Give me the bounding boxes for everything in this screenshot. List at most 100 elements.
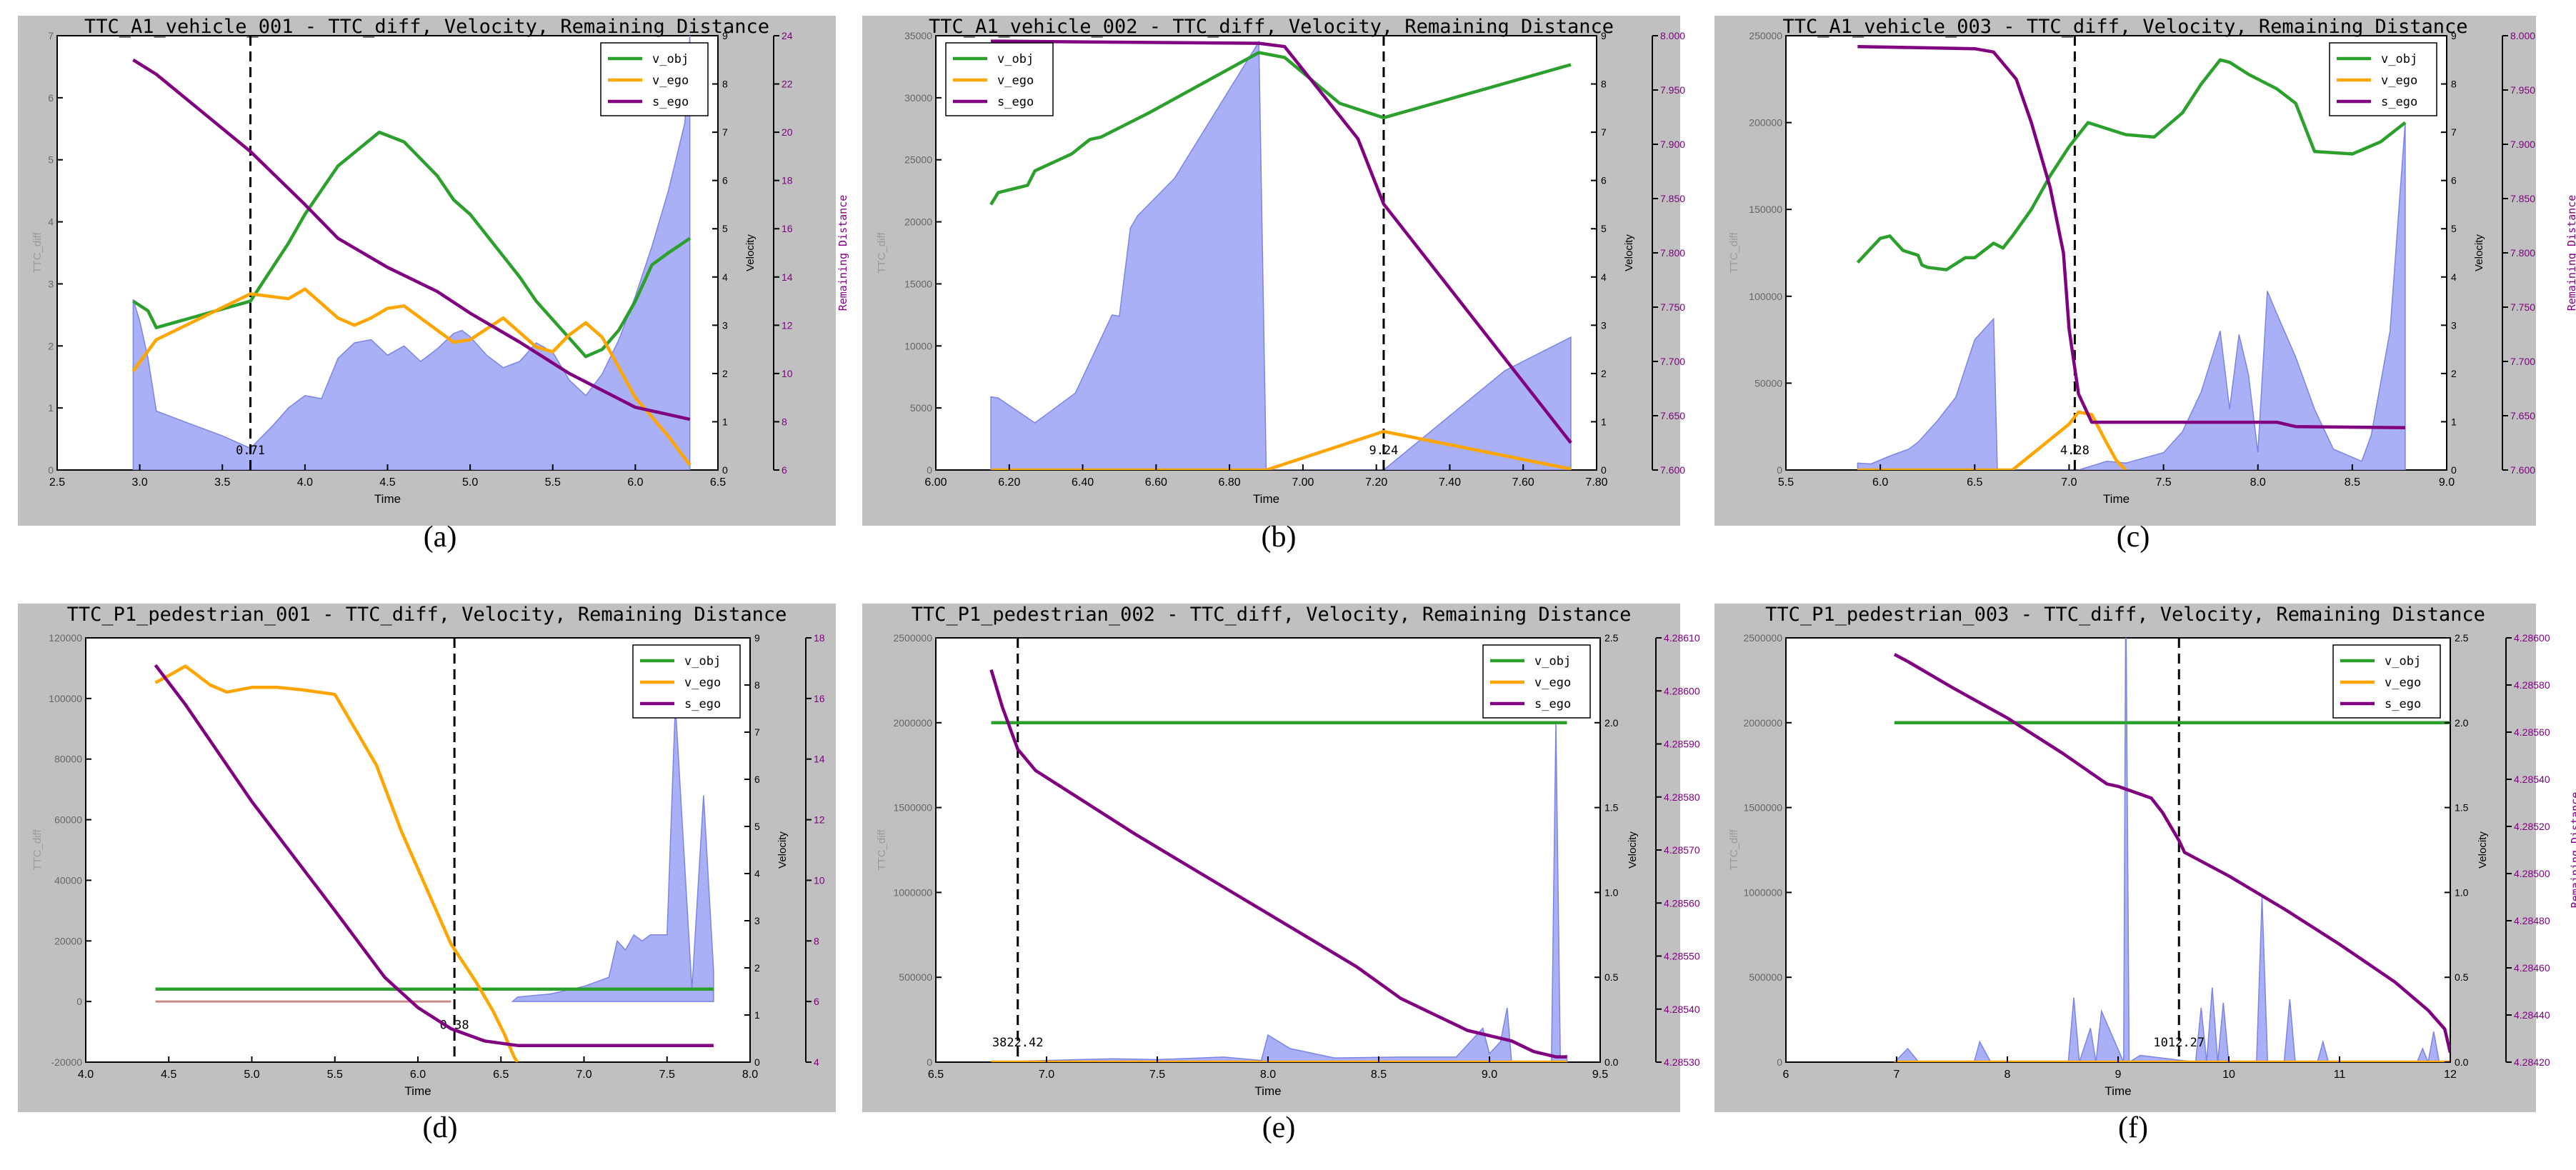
series-s-ego-e — [989, 669, 1567, 1059]
velocity-tick-label-a: 9 — [722, 30, 728, 41]
velocity-tick-label-e: 1.5 — [1604, 802, 1619, 814]
y-tick-label-b: 0 — [927, 464, 932, 476]
legend-label-v-obj-a: v_obj — [652, 52, 689, 66]
legend-label-v-obj-d: v_obj — [684, 654, 721, 669]
remaining-distance-tick-label-f: 4.28420 — [2514, 1056, 2550, 1068]
y-tick-label-b: 15000 — [904, 278, 932, 289]
series-s-ego-b — [991, 39, 1572, 444]
velocity-axis-label-f: Velocity — [2477, 831, 2489, 869]
legend-label-v-ego-e: v_ego — [1534, 676, 1571, 690]
velocity-tick-label-c: 3 — [2451, 319, 2457, 331]
remaining-distance-tick-label-a: 22 — [782, 79, 793, 90]
remaining-distance-axis-label-c: Remaining Distance — [2565, 195, 2576, 311]
y-tick-label-c: 100000 — [1749, 291, 1782, 302]
remaining-distance-tick-label-e: 4.28560 — [1664, 897, 1700, 909]
x-tick-label-e: 7.5 — [1149, 1069, 1165, 1081]
legend-e: v_obj v_ego s_ego — [1482, 644, 1591, 719]
y-axis-label-c: TTC_diff — [1728, 232, 1740, 274]
x-tick-label-d: 6.0 — [410, 1069, 426, 1081]
x-tick-label-c: 8.0 — [2250, 476, 2266, 489]
series-v-obj-c — [1856, 58, 2407, 271]
x-axis-label-e: Time — [1254, 1084, 1281, 1098]
x-tick-label-d: 7.0 — [576, 1069, 591, 1081]
caption-d: (d) — [422, 1111, 458, 1144]
velocity-tick-label-c: 8 — [2451, 79, 2457, 90]
velocity-tick-label-c: 5 — [2451, 223, 2457, 234]
x-tick-label-d: 8.0 — [742, 1069, 758, 1081]
x-tick-label-e: 7.0 — [1039, 1069, 1054, 1081]
x-tick-label-a: 2.5 — [49, 476, 65, 489]
remaining-distance-tick-label-c: 8.000 — [2510, 30, 2535, 41]
velocity-tick-label-c: 0 — [2451, 464, 2457, 476]
y-tick-label-e: 2500000 — [893, 632, 932, 644]
x-tick-label-c: 7.5 — [2155, 476, 2171, 489]
velocity-tick-label-b: 6 — [1601, 175, 1607, 186]
velocity-tick-label-c: 4 — [2451, 271, 2457, 283]
remaining-distance-tick-label-d: 12 — [814, 814, 825, 826]
y-tick-label-c: 150000 — [1749, 204, 1782, 215]
x-tick-label-b: 6.20 — [998, 476, 1020, 489]
remaining-distance-tick-label-c: 7.650 — [2510, 410, 2535, 421]
legend-label-v-obj-e: v_obj — [1534, 654, 1571, 669]
y-tick-label-d: 120000 — [49, 632, 82, 644]
velocity-axis-label-e: Velocity — [1627, 831, 1639, 869]
y-tick-label-f: 2000000 — [1743, 717, 1782, 729]
chart-2: TTC_A1_vehicle_002 - TTC_diff, Velocity,… — [862, 16, 1728, 526]
y-tick-label-f: 1500000 — [1743, 802, 1782, 814]
remaining-distance-tick-label-d: 14 — [814, 754, 825, 765]
y-tick-label-a: 5 — [48, 154, 54, 166]
x-axis-label-d: Time — [404, 1084, 431, 1098]
remaining-distance-tick-label-e: 4.28590 — [1664, 739, 1700, 750]
velocity-tick-label-c: 2 — [2451, 368, 2457, 379]
x-axis-label-c: Time — [2103, 492, 2130, 506]
x-axis-label-a: Time — [374, 492, 401, 506]
remaining-distance-tick-label-c: 7.700 — [2510, 356, 2535, 367]
x-tick-label-f: 6 — [1783, 1069, 1789, 1081]
remaining-distance-tick-label-e: 4.28580 — [1664, 791, 1700, 803]
chart-title-c: TTC_A1_vehicle_003 - TTC_diff, Velocity,… — [1782, 16, 2467, 38]
remaining-distance-tick-label-a: 18 — [782, 175, 793, 186]
x-tick-label-f: 11 — [2334, 1069, 2346, 1081]
velocity-tick-label-b: 3 — [1601, 319, 1607, 331]
x-tick-label-e: 8.5 — [1371, 1069, 1387, 1081]
velocity-tick-label-b: 9 — [1601, 30, 1607, 41]
remaining-distance-tick-label-f: 4.28460 — [2514, 962, 2550, 974]
remaining-distance-tick-label-c: 7.750 — [2510, 301, 2535, 313]
velocity-tick-label-e: 1.0 — [1604, 886, 1619, 898]
remaining-distance-tick-label-b: 7.750 — [1660, 301, 1685, 313]
caption-e: (e) — [1262, 1111, 1296, 1144]
velocity-tick-label-d: 8 — [754, 679, 760, 691]
y-tick-label-c: 250000 — [1749, 30, 1782, 41]
x-tick-label-f: 8 — [2005, 1069, 2011, 1081]
remaining-distance-tick-label-d: 18 — [814, 632, 825, 644]
velocity-tick-label-b: 5 — [1601, 223, 1607, 234]
remaining-distance-tick-label-a: 14 — [782, 271, 793, 283]
y-tick-label-d: 60000 — [54, 814, 82, 826]
ttc-diff-area-c — [1857, 122, 2406, 470]
remaining-distance-tick-label-f: 4.28440 — [2514, 1009, 2550, 1021]
velocity-axis-label-d: Velocity — [777, 831, 789, 869]
velocity-tick-label-f: 2.5 — [2455, 632, 2469, 644]
y-tick-label-a: 6 — [48, 92, 54, 104]
remaining-distance-tick-label-e: 4.28550 — [1664, 951, 1700, 962]
legend-label-v-ego-c: v_ego — [2381, 74, 2417, 88]
velocity-tick-label-d: 2 — [754, 962, 760, 974]
series-s-ego-c — [1857, 44, 2405, 429]
series-s-ego-f — [1893, 653, 2450, 1054]
x-tick-label-d: 4.5 — [161, 1069, 176, 1081]
y-tick-label-e: 1000000 — [893, 886, 932, 898]
y-tick-label-d: -20000 — [51, 1056, 82, 1068]
legend-label-s-ego-c: s_ego — [2381, 95, 2417, 109]
vline-label-b: 9.24 — [1369, 444, 1398, 458]
x-tick-label-d: 7.5 — [659, 1069, 675, 1081]
x-tick-label-f: 7 — [1894, 1069, 1900, 1081]
x-tick-label-e: 9.0 — [1482, 1069, 1497, 1081]
remaining-distance-tick-label-e: 4.28570 — [1664, 844, 1700, 856]
x-tick-label-e: 8.0 — [1260, 1069, 1276, 1081]
x-tick-label-b: 7.00 — [1292, 476, 1314, 489]
x-tick-label-d: 6.5 — [493, 1069, 509, 1081]
remaining-distance-tick-label-c: 7.900 — [2510, 139, 2535, 150]
y-tick-label-a: 1 — [48, 402, 54, 414]
legend-label-v-obj-c: v_obj — [2381, 52, 2417, 66]
y-axis-label-d: TTC_diff — [31, 829, 44, 871]
